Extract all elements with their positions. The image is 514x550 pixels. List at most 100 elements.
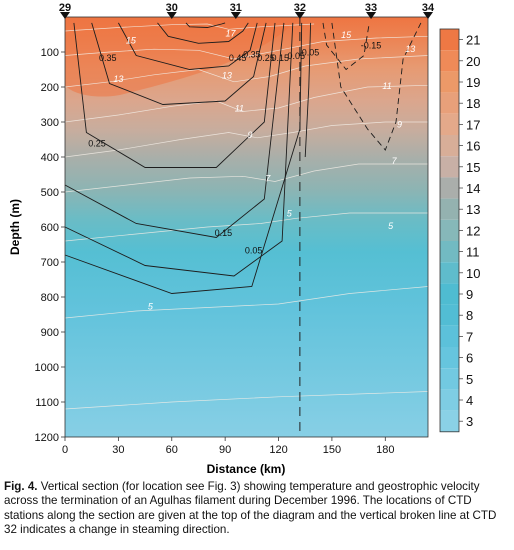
colorbar-label: 7 (466, 329, 473, 344)
station-label: 30 (166, 2, 178, 14)
x-tick-label: 180 (376, 444, 394, 456)
colorbar-label: 12 (466, 223, 480, 238)
caption-label: Fig. 4. (4, 480, 38, 493)
caption-text: Vertical section (for location see Fig. … (4, 480, 497, 537)
colorbar-swatch (440, 368, 459, 390)
figure-caption: Fig. 4. Vertical section (for location s… (4, 480, 510, 538)
temperature-isoline (64, 121, 428, 158)
y-tick-label: 700 (41, 257, 59, 269)
station-label: 34 (422, 2, 435, 14)
negative-velocity-contour (322, 22, 370, 71)
temperature-contour-label: 5 (287, 209, 293, 219)
y-axis: 100 200 300 400 500 600 700 800 900 1000 1100 1200 (35, 47, 65, 444)
colorbar: 21 20 19 18 17 16 15 14 13 12 11 10 9 8 7 6 5 4 3 (439, 28, 480, 433)
station-marker (166, 12, 177, 19)
y-tick-label: 600 (41, 222, 59, 234)
colorbar-label: 21 (466, 33, 480, 48)
y-tick-label: 900 (41, 327, 59, 339)
y-axis-label: Depth (m) (8, 199, 22, 255)
velocity-contour (157, 22, 249, 44)
temperature-contour-label: 17 (225, 28, 236, 38)
x-tick-label: 60 (166, 444, 178, 456)
colorbar-swatch (440, 198, 459, 220)
colorbar-label: 8 (466, 308, 473, 323)
colorbar-label: 20 (466, 54, 480, 69)
colorbar-swatch (440, 113, 459, 135)
colorbar-label: 15 (466, 160, 480, 175)
temperature-contour-labels: 17 15 13 13 11 9 7 5 5 15 13 11 9 7 5 (113, 28, 415, 311)
station-marker (294, 12, 305, 19)
velocity-contour-label: 0.05 (288, 51, 306, 61)
station-label: 29 (59, 2, 71, 14)
velocity-contours (64, 22, 422, 294)
velocity-contour-label: 0.05 (302, 48, 320, 58)
velocity-contour (185, 22, 226, 28)
colorbar-swatch (440, 347, 459, 369)
temperature-contour-label: 15 (126, 35, 137, 45)
y-tick-label: 400 (41, 152, 59, 164)
velocity-contour-label: 0.35 (243, 49, 261, 59)
velocity-contour-label: -0.15 (361, 41, 382, 51)
colorbar-swatch (440, 71, 459, 93)
velocity-contour-label: 0.25 (88, 139, 106, 149)
temperature-isoline (64, 163, 428, 193)
velocity-contour-label: 0.15 (215, 228, 233, 238)
colorbar-swatch (440, 135, 459, 157)
y-tick-label: 1200 (35, 432, 59, 444)
y-tick-label: 1100 (35, 397, 59, 409)
colorbar-label: 4 (466, 393, 473, 408)
colorbar-swatch (440, 177, 459, 199)
temperature-isoline (64, 391, 429, 410)
temperature-contour-label: 11 (235, 104, 244, 114)
colorbar-label: 10 (466, 266, 480, 281)
colorbar-label: 13 (466, 202, 480, 217)
x-tick-label: 0 (62, 444, 68, 456)
temperature-contour-label: 5 (388, 221, 394, 231)
x-axis: 0 30 60 90 120 150 180 (62, 437, 394, 456)
y-tick-label: 500 (41, 187, 59, 199)
temperature-isoline (64, 55, 429, 88)
station-marker (423, 12, 433, 19)
x-tick-label: 30 (112, 444, 124, 456)
temperature-contour-label: 5 (148, 301, 154, 311)
temperature-isoline (64, 212, 428, 242)
temperature-contour-label: 9 (248, 130, 253, 140)
station-label: 32 (294, 2, 306, 14)
y-tick-label: 100 (41, 47, 59, 59)
colorbar-label: 9 (466, 287, 473, 302)
colorbar-swatch (440, 410, 459, 432)
colorbar-label: 16 (466, 139, 480, 154)
temperature-contour-label: 9 (397, 119, 402, 129)
temperature-isoline (64, 286, 429, 319)
colorbar-label: 18 (466, 96, 480, 111)
temperature-contour-label: 7 (392, 156, 398, 166)
velocity-contour-label: 0.25 (257, 53, 275, 63)
y-tick-label: 800 (41, 292, 59, 304)
x-tick-label: 90 (219, 444, 231, 456)
temperature-isoline (64, 35, 429, 60)
station-markers: 29 30 31 32 33 34 (59, 2, 435, 19)
temperature-contour-label: 7 (265, 174, 271, 184)
y-tick-label: 200 (41, 82, 59, 94)
temperature-contour-label: 13 (113, 74, 123, 84)
colorbar-label: 19 (466, 75, 480, 90)
y-tick-label: 1000 (35, 362, 59, 374)
temperature-contour-label: 13 (405, 44, 415, 54)
station-label: 33 (365, 2, 377, 14)
colorbar-label: 3 (466, 414, 473, 429)
velocity-contour (118, 22, 258, 70)
colorbar-swatch (440, 262, 459, 284)
colorbar-label: 5 (466, 372, 473, 387)
velocity-contour (64, 22, 294, 277)
colorbar-swatch (440, 29, 459, 51)
temperature-contour-label: 15 (341, 30, 352, 40)
x-axis-label: Distance (km) (207, 462, 286, 476)
negative-velocity-contour (331, 22, 422, 151)
colorbar-swatch (440, 283, 459, 305)
velocity-contour (64, 22, 285, 238)
colorbar-label: 17 (466, 117, 480, 132)
x-tick-label: 150 (323, 444, 341, 456)
station-marker (60, 12, 70, 19)
velocity-contour-labels: 0.450.350.250.150.050.050.350.250.150.05… (88, 41, 381, 256)
velocity-contour-label: 0.05 (245, 245, 263, 255)
